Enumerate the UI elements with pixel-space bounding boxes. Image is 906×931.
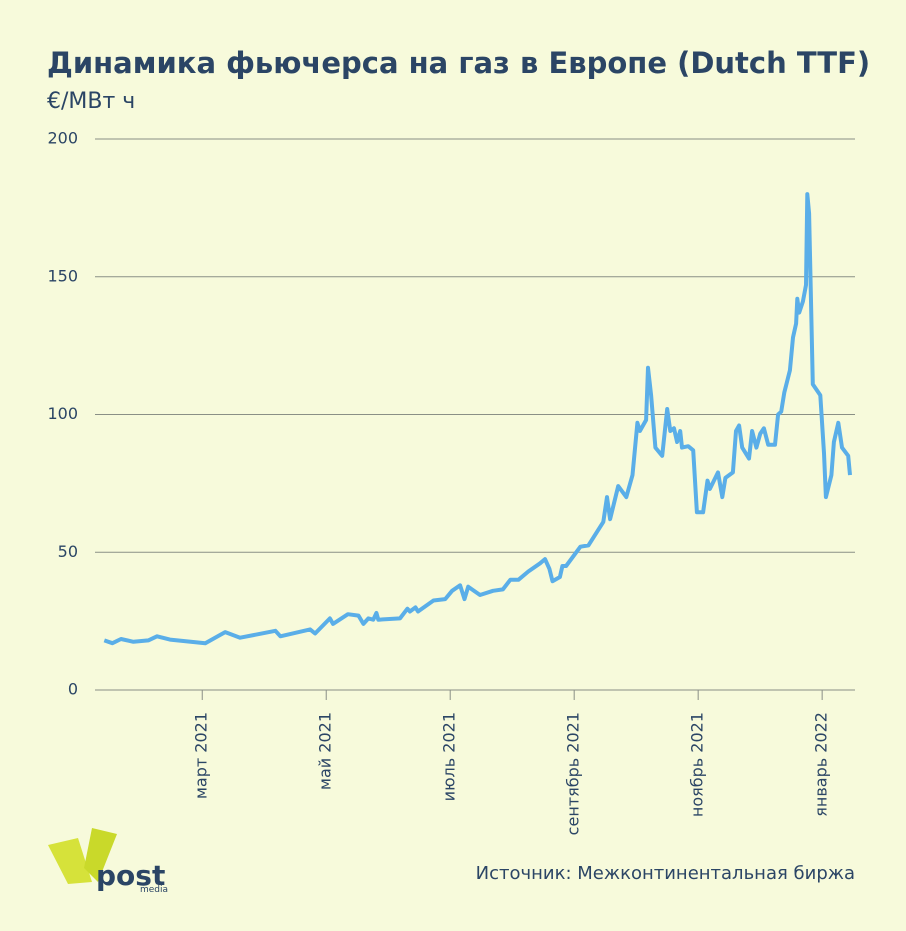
logo-subtext: media — [140, 885, 168, 895]
chart-subtitle: €/МВт ч — [47, 89, 135, 114]
x-tick-label: январь 2022 — [812, 712, 831, 817]
logo-shape — [48, 838, 92, 884]
y-tick-label: 0 — [68, 680, 78, 699]
source: Источник: Межконтинентальная биржа — [476, 863, 855, 884]
x-tick-label: сентябрь 2021 — [564, 712, 583, 835]
x-tick-label: май 2021 — [316, 712, 335, 790]
line — [103, 192, 852, 646]
x-tick-label: ноябрь 2021 — [688, 712, 707, 817]
chart-title: Динамика фьючерса на газ в Европе (Dutch… — [47, 46, 870, 80]
logo-text: post — [96, 859, 165, 892]
logo-shape — [84, 828, 117, 882]
logo: post media — [48, 828, 168, 895]
y-tick-label: 50 — [58, 542, 78, 561]
x-tick-label: март 2021 — [192, 712, 211, 799]
y-tick-label: 100 — [47, 404, 78, 423]
x-tick-label: июль 2021 — [440, 712, 459, 801]
y-tick-label: 200 — [47, 129, 78, 148]
y-tick-label: 150 — [47, 266, 78, 285]
